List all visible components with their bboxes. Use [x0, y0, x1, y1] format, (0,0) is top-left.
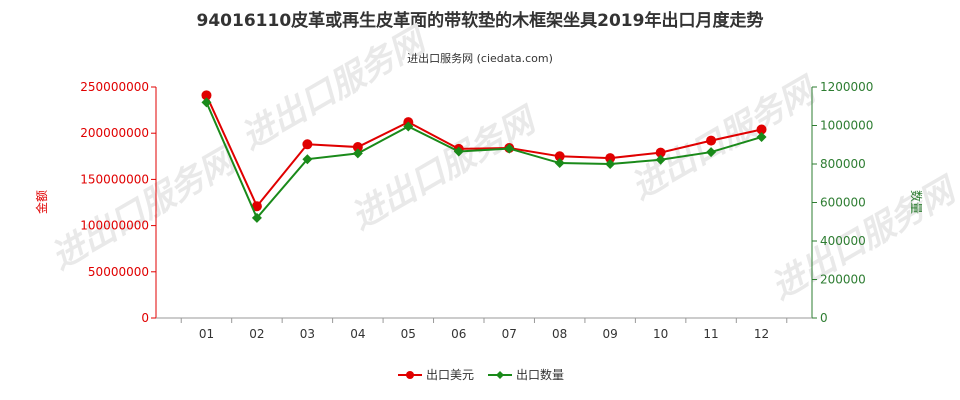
x-tick-label: 02 [249, 327, 264, 341]
data-point [554, 158, 565, 169]
legend-label: 出口美元 [426, 368, 474, 382]
y-left-tick-label: 150000000 [80, 172, 149, 186]
x-tick-label: 09 [603, 327, 618, 341]
y-left-tick-label: 200000000 [80, 126, 149, 140]
y-right-tick-label: 0 [820, 311, 828, 325]
data-point [706, 147, 717, 158]
data-point [403, 121, 414, 132]
data-point [554, 151, 565, 162]
data-point [352, 148, 363, 159]
y-left-tick-label: 250000000 [80, 80, 149, 94]
data-point [655, 147, 666, 158]
y-right-tick-label: 800000 [820, 157, 866, 171]
y-right-tick-label: 1200000 [820, 80, 873, 94]
x-tick-label: 06 [451, 327, 466, 341]
legend: 出口美元 出口数量 [398, 367, 564, 382]
y-right-tick-label: 200000 [820, 273, 866, 287]
series-layer [201, 90, 767, 223]
axes: 0 50000000 100000000 150000000 200000000 2500… [34, 80, 924, 341]
y-left-tick-label: 0 [141, 311, 149, 325]
y-left-tick-label: 100000000 [80, 219, 149, 233]
data-point [756, 124, 767, 135]
y-axis-right-title: 数量 [909, 190, 924, 214]
x-tick-label: 12 [754, 327, 769, 341]
x-tick-label: 11 [703, 327, 718, 341]
data-point [251, 212, 262, 223]
y-right-tick-label: 1000000 [820, 119, 873, 133]
x-tick-label: 03 [300, 327, 315, 341]
data-point [655, 154, 666, 165]
data-point [251, 201, 262, 212]
data-point [302, 154, 313, 165]
legend-label: 出口数量 [516, 367, 564, 382]
data-point [201, 90, 212, 101]
data-point [756, 132, 767, 143]
y-right-tick-label: 600000 [820, 196, 866, 210]
data-point [302, 139, 313, 150]
chart-subtitle: 进出口服务网 (ciedata.com) [407, 52, 553, 65]
y-left-tick-label: 50000000 [88, 265, 149, 279]
data-point [605, 159, 616, 169]
data-point [504, 143, 515, 154]
data-point [453, 146, 464, 157]
legend-swatch-marker [406, 371, 414, 379]
series-line-2 [205, 101, 762, 220]
y-axis-left-title: 金额 [34, 190, 49, 214]
x-tick-label: 04 [350, 327, 365, 341]
x-tick-label: 05 [401, 327, 416, 341]
x-tick-label: 10 [653, 327, 668, 341]
watermark-text: 进出口服务网 [45, 139, 246, 278]
watermark-text: 进出口服务网 [235, 19, 436, 158]
data-point [201, 97, 212, 108]
series-line-1 [205, 94, 762, 209]
x-tick-label: 01 [199, 327, 214, 341]
data-point [706, 135, 717, 146]
legend-swatch-marker [496, 371, 504, 379]
data-point [352, 142, 363, 153]
y-right-tick-label: 400000 [820, 234, 866, 248]
x-tick-label: 07 [502, 327, 517, 341]
watermark-text: 进出口服务网 [345, 99, 546, 238]
x-tick-label: 08 [552, 327, 567, 341]
data-point [605, 153, 616, 164]
chart-title: 94016110皮革或再生皮革面的带软垫的木框架坐具2019年出口月度走势 [196, 11, 764, 31]
